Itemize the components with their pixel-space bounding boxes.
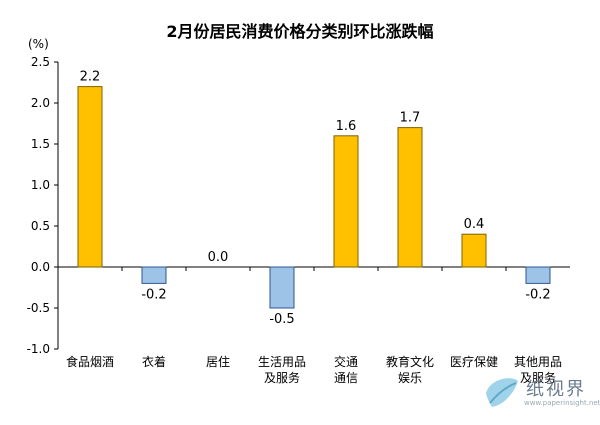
bar [141,266,167,284]
x-tick-label: 生活用品 [258,355,306,369]
y-tick-label: 0.0 [31,260,50,274]
y-tick-label: 1.0 [31,178,50,192]
x-tick-label: 及服务 [264,370,300,385]
leaf-logo-icon [486,378,518,407]
data-label: 1.6 [336,119,357,134]
x-tick-label: 教育文化 [386,354,434,369]
data-label: -0.5 [269,312,294,327]
y-tick-label: -0.5 [27,301,50,315]
bar [461,233,487,268]
watermark: 纸视界 www.paperinsight.net [480,371,600,417]
x-tick-label: 居住 [206,355,230,369]
y-unit-label: (%) [28,37,49,51]
data-label: 0.0 [208,250,229,265]
watermark-text: 纸视界 [526,379,586,400]
x-tick-label: 衣着 [142,354,166,369]
bar [525,266,551,284]
x-tick-label: 其他用品 [514,355,562,369]
x-tick-label: 娱乐 [398,371,422,385]
y-tick-label: 2.5 [31,55,50,69]
chart-title: 2月份居民消费价格分类别环比涨跌幅 [166,22,434,41]
data-label: 0.4 [464,217,485,232]
data-label: 1.7 [400,111,421,126]
y-tick-label: 0.5 [31,219,50,233]
data-label: -0.2 [141,287,166,302]
y-tick-label: 2.0 [31,96,50,110]
data-label: -0.2 [525,287,550,302]
bar [269,266,295,309]
y-tick-label: 1.5 [31,137,50,151]
x-tick-label: 食品烟酒 [66,354,114,369]
x-tick-label: 交通 [334,354,358,369]
bar [77,86,103,268]
y-tick-label: -1.0 [27,342,50,356]
x-tick-label: 医疗保健 [450,355,498,369]
watermark-subtext: www.paperinsight.net [524,399,600,407]
data-label: 2.2 [80,70,101,85]
bar [333,135,359,268]
bar [397,127,423,268]
x-tick-label: 通信 [334,371,358,385]
x-tick-label: 及服务 [520,370,556,385]
